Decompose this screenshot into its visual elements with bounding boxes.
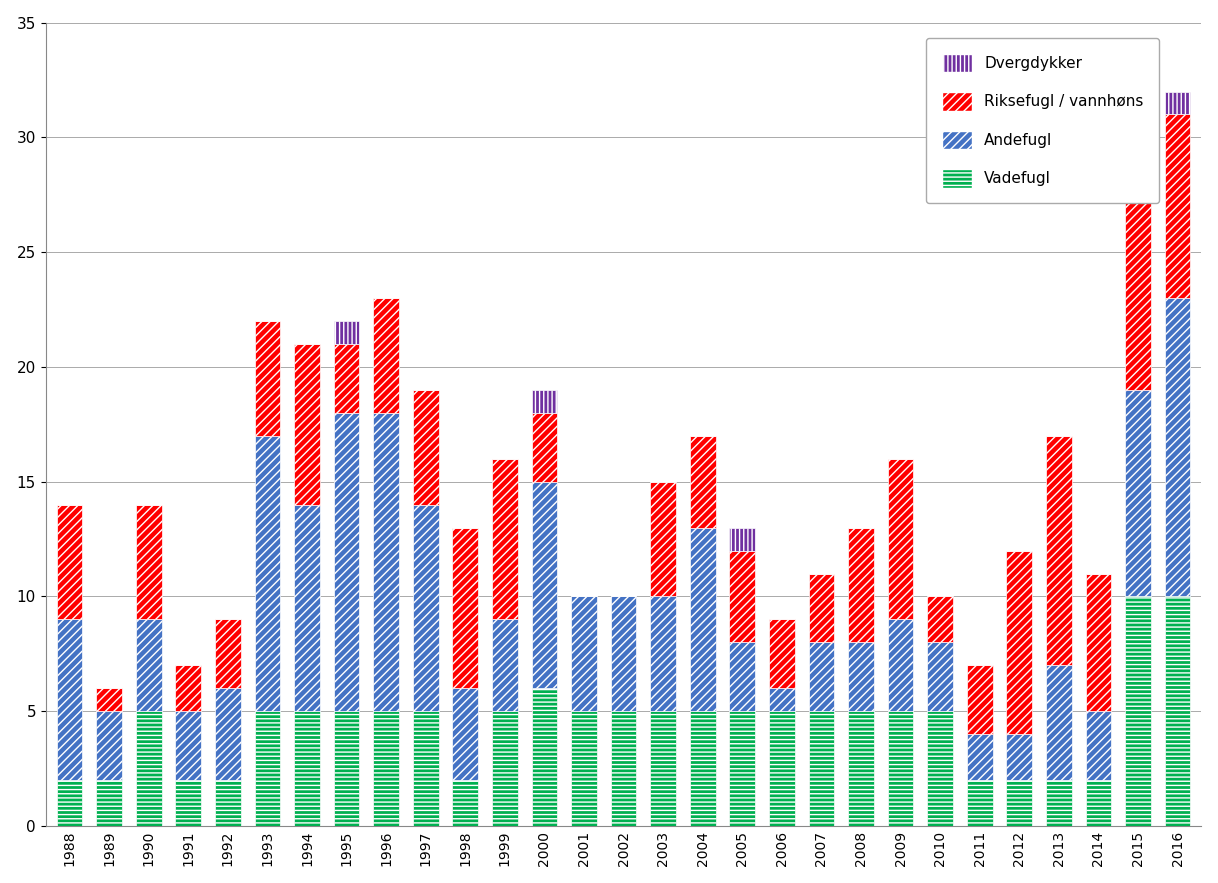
Bar [294,505,320,711]
Bar [848,711,873,826]
Bar [769,619,794,688]
Bar [1085,573,1111,711]
Bar [334,413,359,711]
Bar [888,711,914,826]
Bar [610,596,637,711]
Bar [927,596,952,642]
Bar [1125,596,1151,826]
Bar [531,482,558,688]
Bar [1164,115,1190,298]
Bar [809,573,834,642]
Bar [373,711,400,826]
Bar [1164,92,1190,115]
Bar [531,688,558,826]
Bar [255,321,280,436]
Bar [689,711,715,826]
Bar [571,711,597,826]
Bar [730,528,755,551]
Bar [730,551,755,642]
Bar [452,780,479,826]
Bar [689,528,715,711]
Bar [610,711,637,826]
Bar [413,390,438,505]
Bar [1164,298,1190,596]
Bar [1006,780,1032,826]
Bar [848,642,873,711]
Bar [888,619,914,711]
Bar [373,298,400,413]
Bar [650,482,676,596]
Bar [373,413,400,711]
Bar [1006,734,1032,780]
Bar [1046,436,1072,665]
Bar [175,711,201,780]
Bar [1125,115,1151,390]
Bar [888,459,914,619]
Bar [334,711,359,826]
Bar [57,619,83,780]
Bar [96,711,122,780]
Bar [571,596,597,711]
Bar [175,665,201,711]
Bar [57,780,83,826]
Bar [413,505,438,711]
Bar [255,436,280,711]
Bar [650,596,676,711]
Bar [135,619,162,711]
Bar [135,505,162,619]
Bar [769,711,794,826]
Bar [294,711,320,826]
Bar [967,780,993,826]
Bar [769,688,794,711]
Bar [809,642,834,711]
Legend: Dvergdykker, Riksefugl / vannhøns, Andefugl, Vadefugl: Dvergdykker, Riksefugl / vannhøns, Andef… [927,38,1160,203]
Bar [96,780,122,826]
Bar [334,321,359,344]
Bar [492,711,518,826]
Bar [927,642,952,711]
Bar [1085,780,1111,826]
Bar [531,413,558,482]
Bar [452,688,479,780]
Bar [730,642,755,711]
Bar [492,619,518,711]
Bar [96,688,122,711]
Bar [1046,780,1072,826]
Bar [135,711,162,826]
Bar [413,711,438,826]
Bar [689,436,715,528]
Bar [967,665,993,734]
Bar [927,711,952,826]
Bar [730,711,755,826]
Bar [214,780,241,826]
Bar [531,390,558,413]
Bar [214,619,241,688]
Bar [1125,390,1151,596]
Bar [1085,711,1111,780]
Bar [650,711,676,826]
Bar [255,711,280,826]
Bar [809,711,834,826]
Bar [1164,596,1190,826]
Bar [57,505,83,619]
Bar [848,528,873,642]
Bar [492,459,518,619]
Bar [1006,551,1032,734]
Bar [452,528,479,688]
Bar [294,344,320,505]
Bar [1046,665,1072,780]
Bar [214,688,241,780]
Bar [175,780,201,826]
Bar [334,344,359,413]
Bar [967,734,993,780]
